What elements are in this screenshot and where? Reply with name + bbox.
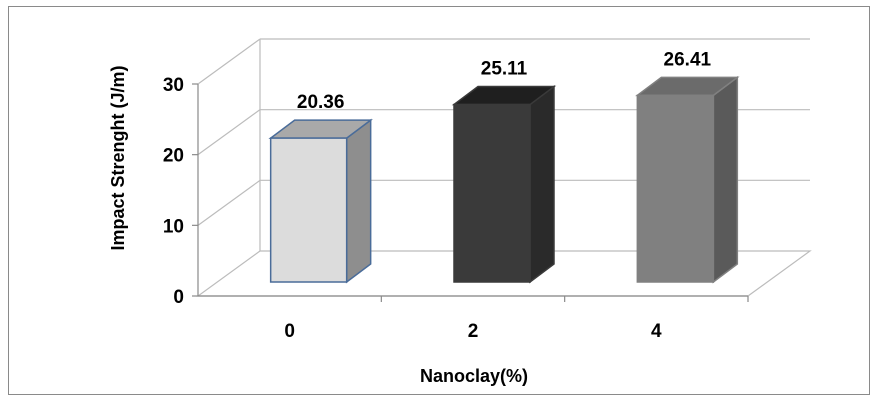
y-tick-label: 0 <box>173 287 184 308</box>
bar-front <box>636 94 715 283</box>
gridline-side-20 <box>197 109 261 156</box>
bar-2 <box>451 85 557 284</box>
gridline-side-30 <box>197 38 261 85</box>
axes <box>192 83 749 302</box>
data-labels: 20.36 25.11 26.41 <box>297 49 712 113</box>
data-label: 25.11 <box>481 59 528 80</box>
x-tick-label: 0 <box>284 321 295 342</box>
data-label: 20.36 <box>297 92 345 113</box>
gridline-side-10 <box>197 179 261 226</box>
x-tick-label: 4 <box>651 321 662 342</box>
y-tick-label: 20 <box>163 146 184 167</box>
y-axis-label: Impact Strenght (J/m) <box>108 65 128 250</box>
bar-front <box>269 137 348 283</box>
x-tick-labels: 0 2 4 <box>284 321 662 342</box>
bar-front <box>453 103 531 283</box>
bar-side <box>712 75 739 284</box>
bar-side <box>529 85 555 284</box>
bar-side <box>345 118 372 284</box>
bar-4 <box>635 75 740 284</box>
y-tick-label: 30 <box>163 75 184 96</box>
bars <box>268 75 740 284</box>
x-tick-label: 2 <box>468 321 479 342</box>
y-tick-labels: 0 10 20 30 <box>163 75 184 308</box>
bar-0 <box>268 118 373 284</box>
data-label: 26.41 <box>664 49 712 70</box>
y-tick-label: 10 <box>163 216 184 237</box>
x-axis-label: Nanoclay(%) <box>420 366 528 386</box>
